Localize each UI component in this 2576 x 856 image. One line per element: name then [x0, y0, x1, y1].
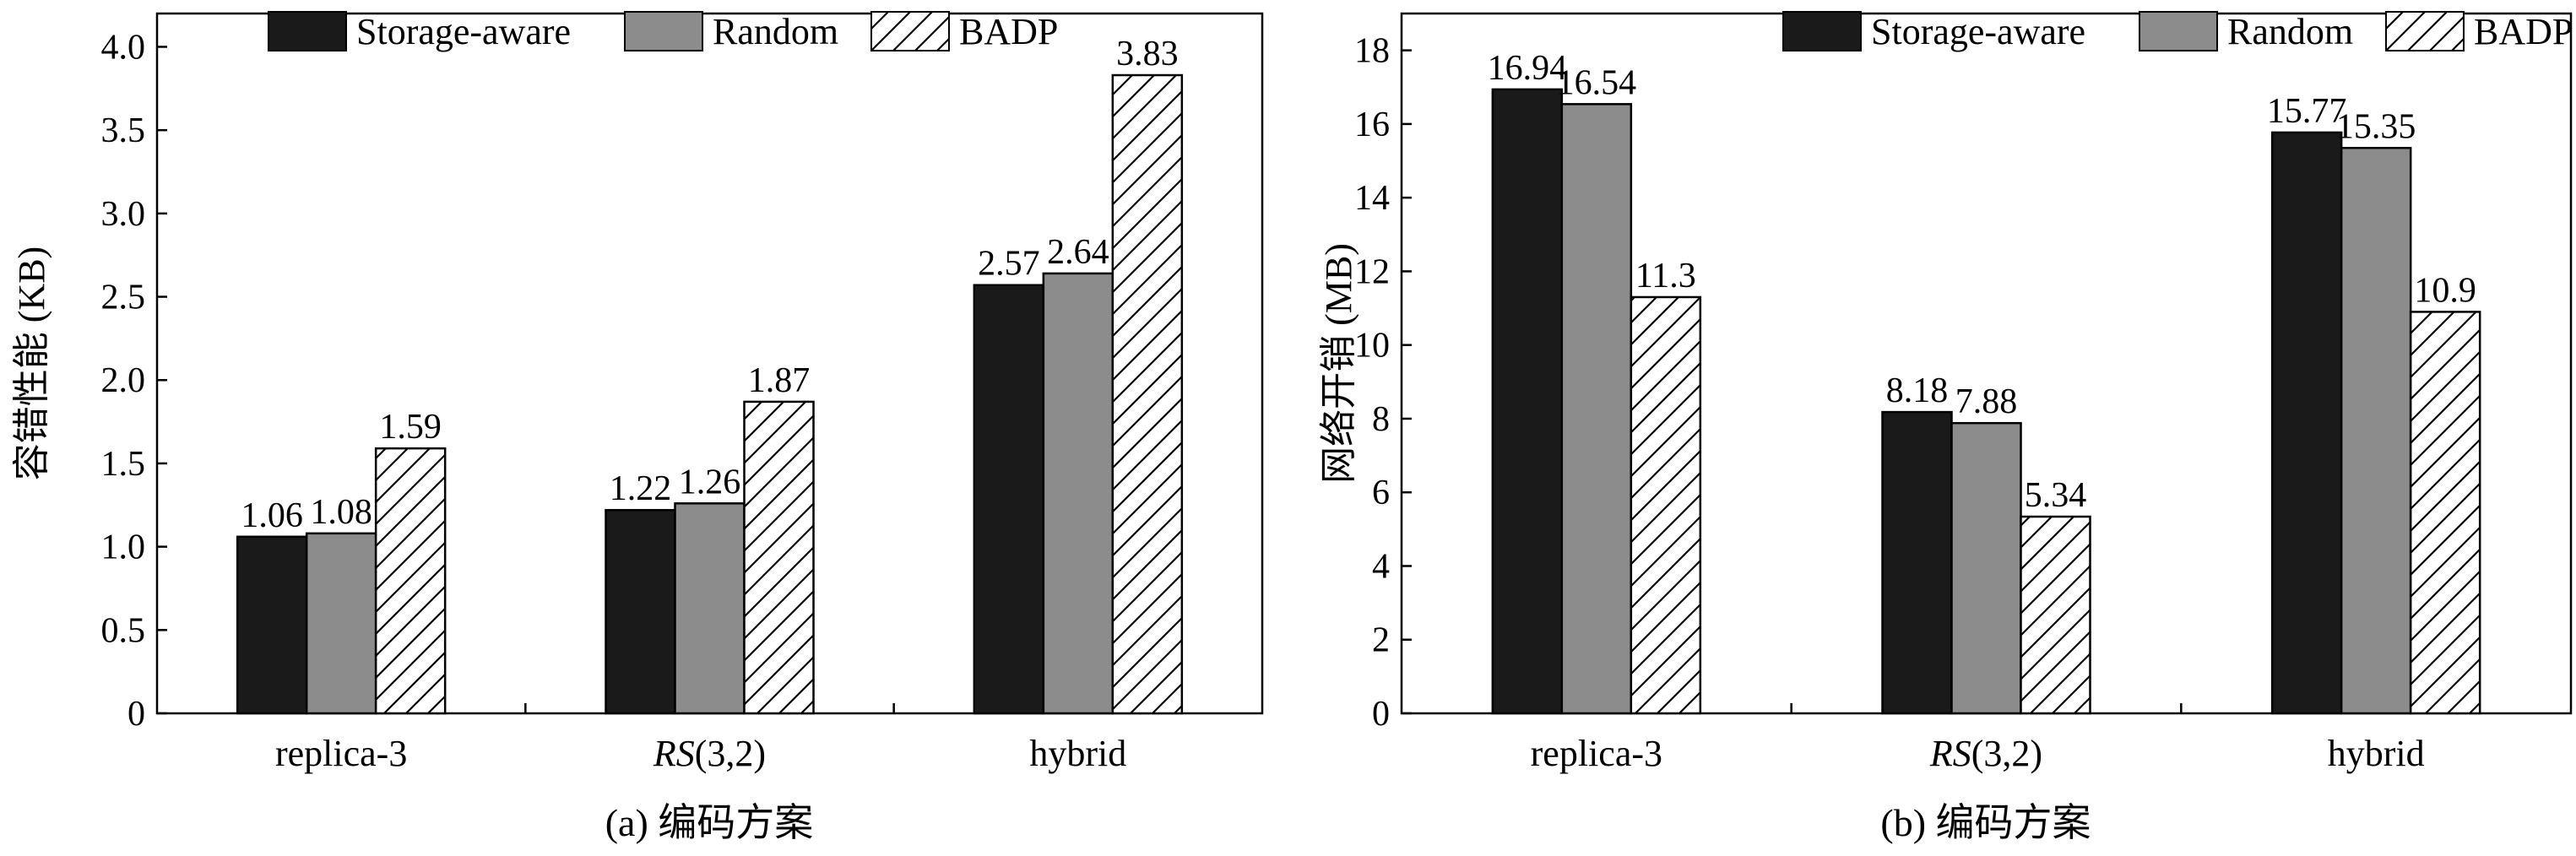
legend-label: Random: [2227, 11, 2353, 52]
bar-value-label: 1.22: [610, 469, 672, 508]
x-category-label: hybrid: [1029, 733, 1126, 774]
y-tick-label: 14: [1354, 179, 1390, 218]
y-tick-label: 1.5: [101, 445, 146, 484]
bar-value-label: 16.54: [1557, 63, 1637, 102]
bars: 1.06 1.08 1.59 1.22 1.26 1.87 2.57 2.64 3.83: [236, 35, 1184, 715]
legend-label: Random: [713, 11, 838, 52]
chart-network-overhead: 0 2 4 6 8 10 12 14 16 18 replica-3 RS(3,2) hybrid 1…: [1318, 11, 2573, 844]
bar-badp: [374, 447, 447, 715]
legend-swatch-storage-aware: [1782, 11, 1862, 51]
chart-fault-tolerance: 0 0.5 1.0 1.5 2.0 2.5 3.0 3.5 4.0 replica-3 RS(3,…: [11, 11, 1264, 844]
y-tick-label: 2: [1372, 621, 1390, 660]
chart-caption: (b) 编码方案: [1880, 801, 2091, 844]
legend-label: Storage-aware: [1871, 11, 2085, 52]
legend-label: BADP: [2474, 11, 2573, 52]
y-tick-label: 4.0: [101, 28, 146, 67]
bar-random: [674, 502, 746, 715]
bar-value-label: 15.35: [2336, 107, 2416, 146]
y-axis-title: 网络开销 (MB): [1318, 243, 1359, 484]
bar-value-label: 7.88: [1955, 382, 2018, 421]
x-category-label: RS(3,2): [1929, 733, 2042, 774]
bar-value-label: 8.18: [1886, 371, 1949, 410]
y-tick-label: 2.0: [101, 361, 146, 400]
chart-caption: (a) 编码方案: [605, 801, 814, 844]
y-tick-label: 8: [1372, 400, 1390, 439]
y-axis-title: 容错性能 (KB): [11, 247, 52, 480]
y-tick-label: 2.5: [101, 279, 146, 317]
bar-random: [1560, 103, 1633, 715]
bar-random: [305, 532, 377, 715]
bar-badp: [2409, 311, 2481, 715]
bar-value-label: 3.83: [1116, 35, 1179, 73]
y-tick-label: 10: [1354, 327, 1390, 366]
y-tick-label: 0: [1372, 695, 1390, 734]
bar-value-label: 5.34: [2025, 476, 2087, 515]
y-tick-label: 1.0: [101, 528, 146, 567]
legend: Storage-aware Random BADP: [268, 11, 1058, 52]
bar-value-label: 1.08: [310, 493, 372, 532]
legend-swatch-random: [624, 11, 703, 51]
y-tick-label: 16: [1354, 106, 1390, 144]
bar-value-label: 1.06: [241, 496, 303, 535]
y-tick-label: 0: [127, 695, 145, 734]
y-tick-label: 6: [1372, 474, 1390, 512]
bar-badp: [1630, 295, 1702, 715]
bar-value-label: 2.57: [978, 245, 1040, 284]
x-category-label: RS(3,2): [653, 733, 766, 774]
bar-badp: [1111, 73, 1184, 715]
legend-swatch-badp: [2385, 11, 2465, 51]
legend-swatch-random: [2139, 11, 2218, 51]
legend: Storage-aware Random BADP: [1782, 11, 2573, 52]
bar-storage-aware: [605, 508, 676, 715]
y-tick-label: 0.5: [101, 611, 146, 650]
x-axis: replica-3 RS(3,2) hybrid: [275, 703, 1126, 774]
bar-value-label: 1.26: [679, 463, 741, 501]
bar-badp: [743, 400, 815, 715]
legend-label: BADP: [959, 11, 1058, 52]
bar-storage-aware: [1491, 88, 1564, 715]
y-tick-label: 3.0: [101, 195, 146, 234]
bar-value-label: 1.59: [379, 408, 442, 447]
bar-storage-aware: [973, 284, 1045, 715]
bar-storage-aware: [1881, 410, 1953, 715]
bar-value-label: 11.3: [1635, 257, 1696, 295]
bar-storage-aware: [236, 535, 308, 715]
y-tick-label: 12: [1354, 252, 1390, 291]
y-axis: 0 2 4 6 8 10 12 14 16 18: [1354, 32, 1412, 734]
legend-label: Storage-aware: [356, 11, 571, 52]
y-axis: 0 0.5 1.0 1.5 2.0 2.5 3.0 3.5 4.0: [101, 28, 167, 734]
x-axis: replica-3 RS(3,2) hybrid: [1531, 703, 2425, 774]
bar-value-label: 2.64: [1047, 233, 1109, 272]
legend-swatch-badp: [870, 11, 950, 51]
x-category-label: replica-3: [1531, 733, 1662, 774]
x-category-label: replica-3: [275, 733, 407, 774]
bar-random: [1042, 272, 1114, 715]
bar-random: [1950, 421, 2022, 715]
bar-value-label: 15.77: [2267, 92, 2347, 131]
bar-value-label: 1.87: [748, 361, 811, 400]
x-category-label: hybrid: [2328, 733, 2425, 774]
y-tick-label: 18: [1354, 32, 1390, 71]
bar-badp: [2020, 515, 2091, 715]
y-tick-label: 3.5: [101, 111, 146, 150]
bar-random: [2340, 147, 2412, 715]
bar-value-label: 10.9: [2414, 271, 2476, 310]
bar-storage-aware: [2270, 131, 2343, 715]
y-tick-label: 4: [1372, 547, 1390, 586]
bar-value-label: 16.94: [1488, 49, 1568, 88]
legend-swatch-storage-aware: [268, 11, 347, 51]
